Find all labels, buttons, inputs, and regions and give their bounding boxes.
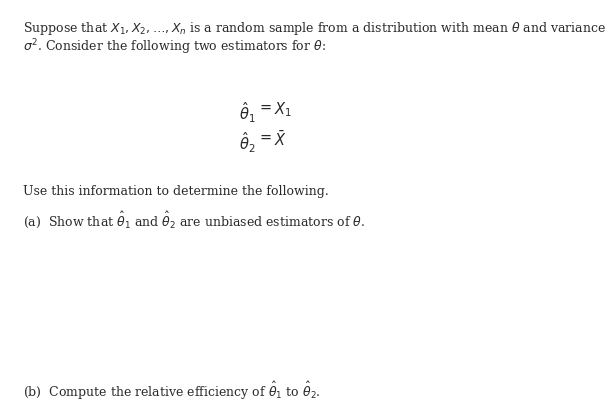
Text: $\sigma^2$. Consider the following two estimators for $\theta$:: $\sigma^2$. Consider the following two e…	[23, 38, 327, 57]
Text: $\hat{\theta}_2$: $\hat{\theta}_2$	[239, 130, 255, 155]
Text: $X_1$: $X_1$	[274, 100, 292, 119]
Text: (b)  Compute the relative efficiency of $\hat{\theta}_1$ to $\hat{\theta}_2$.: (b) Compute the relative efficiency of $…	[23, 380, 321, 402]
Text: (a)  Show that $\hat{\theta}_1$ and $\hat{\theta}_2$ are unbiased estimators of : (a) Show that $\hat{\theta}_1$ and $\hat…	[23, 210, 365, 230]
Text: Use this information to determine the following.: Use this information to determine the fo…	[23, 185, 329, 198]
Text: $=$: $=$	[256, 130, 272, 144]
Text: $\bar{X}$: $\bar{X}$	[274, 130, 287, 149]
Text: $=$: $=$	[256, 100, 272, 114]
Text: $\hat{\theta}_1$: $\hat{\theta}_1$	[239, 100, 255, 124]
Text: Suppose that $X_1, X_2, \ldots, X_n$ is a random sample from a distribution with: Suppose that $X_1, X_2, \ldots, X_n$ is …	[23, 20, 606, 37]
